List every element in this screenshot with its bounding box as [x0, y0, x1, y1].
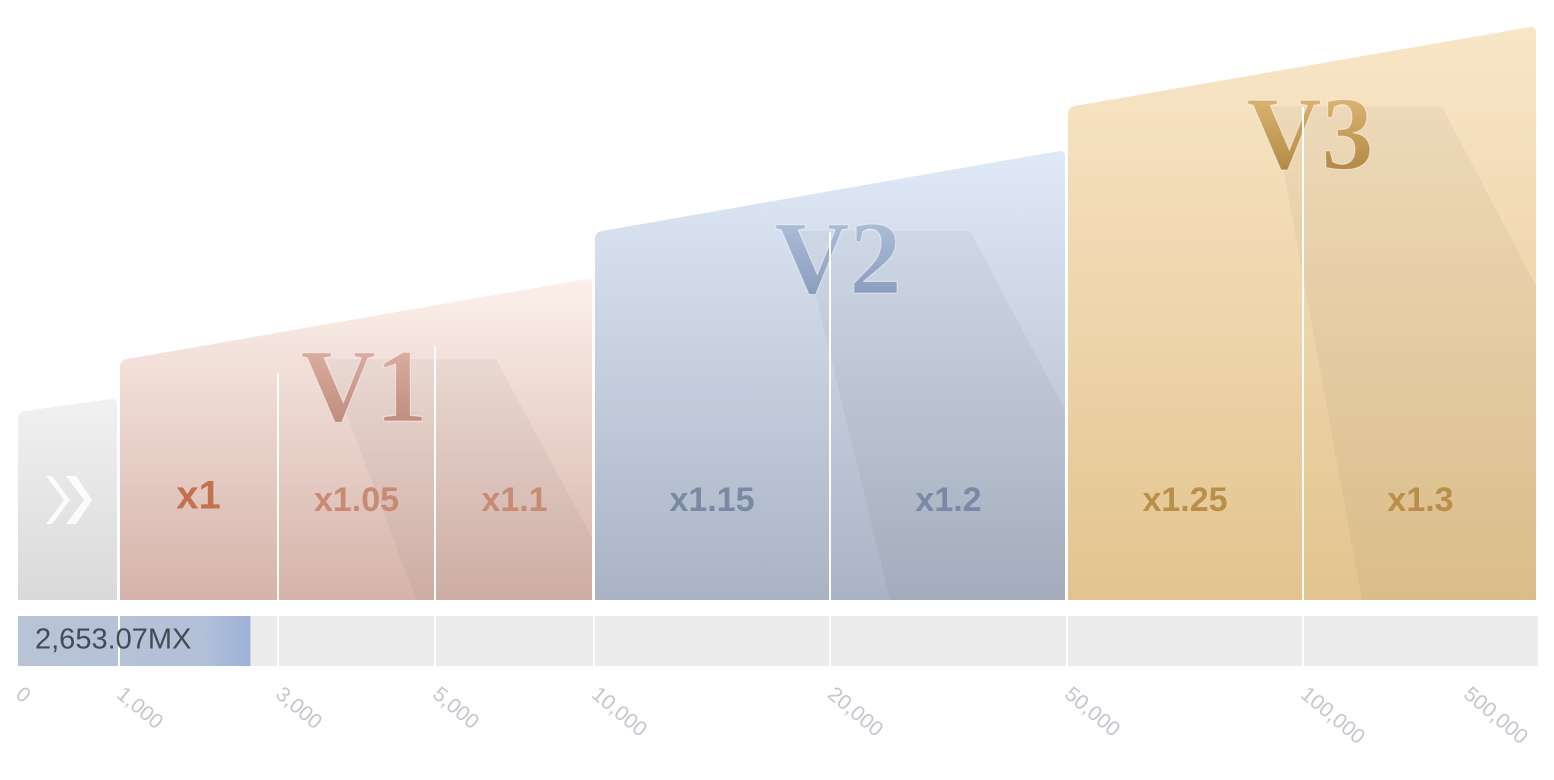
tick-label: 1,000 — [112, 682, 167, 733]
dividers — [118, 616, 1304, 666]
multiplier: x1.15 — [669, 481, 754, 519]
multiplier: x1.2 — [915, 481, 981, 519]
tier-name: V3 — [1246, 76, 1373, 191]
progress-track — [18, 616, 1538, 666]
tick-label: 100,000 — [1296, 682, 1369, 748]
progress-label: 2,653.07MX — [35, 624, 191, 656]
tick-label: 3,000 — [271, 682, 326, 733]
multiplier: x1 — [176, 474, 221, 518]
tick-label: 20,000 — [823, 682, 887, 741]
chevron-icon — [46, 476, 92, 524]
multiplier: x1.3 — [1387, 481, 1453, 519]
tick-label: 50,000 — [1060, 682, 1124, 741]
multiplier: x1.1 — [481, 481, 547, 519]
panels: V1 x1 x1.05 x1.1 V2 x1.15 x1.2 V3 x1.25 x1.3 — [18, 26, 1536, 600]
tick-label: 10,000 — [587, 682, 651, 741]
tick-label: 5,000 — [428, 682, 483, 733]
progress-fill — [18, 616, 251, 666]
tier-name: V2 — [774, 201, 901, 316]
multiplier: x1.25 — [1142, 481, 1227, 519]
tick-label: 500,000 — [1459, 682, 1532, 748]
multiplier: x1.05 — [314, 481, 399, 519]
tick-label: 0 — [11, 682, 35, 707]
tier-panel — [120, 278, 592, 600]
tier-name: V1 — [300, 329, 427, 444]
